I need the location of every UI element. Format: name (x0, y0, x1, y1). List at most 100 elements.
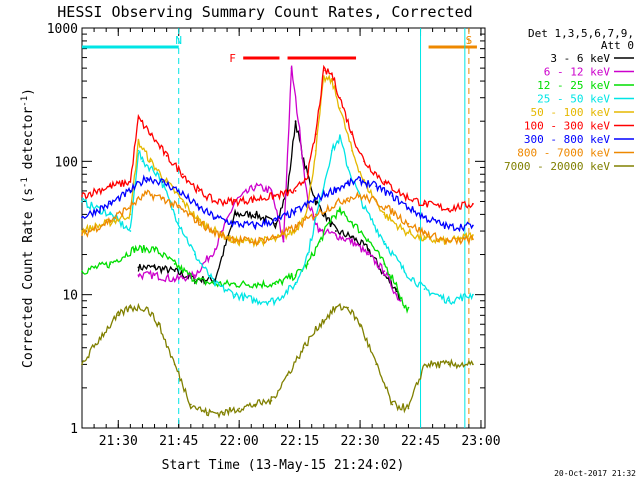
series-point (81, 363, 83, 366)
series-point (383, 270, 386, 273)
flag-label-s: S (466, 34, 473, 47)
series-point (472, 238, 474, 241)
mode-flags: N S F (82, 28, 477, 428)
series-point (322, 77, 325, 80)
series-point (363, 160, 365, 163)
y-tick-label: 1 (70, 422, 78, 437)
series-line (137, 65, 401, 302)
series-point (274, 238, 277, 241)
series-point (197, 206, 200, 209)
series-point (318, 230, 321, 232)
series-point (254, 198, 257, 201)
y-tick-label: 10 (62, 289, 78, 304)
series-point (222, 411, 224, 414)
series-point (238, 407, 241, 410)
series-point (129, 205, 132, 208)
series-point (472, 202, 474, 205)
series-point (286, 374, 289, 376)
series-point (161, 181, 164, 183)
series-point (472, 234, 474, 236)
series-point (81, 200, 83, 203)
series-point (318, 323, 321, 326)
x-tick-label: 22:30 (340, 434, 379, 449)
series-point (423, 216, 426, 219)
footer-date: 20-Oct-2017 21:32 (554, 469, 636, 478)
series-point (375, 200, 378, 203)
series-point (367, 248, 370, 250)
series-point (234, 222, 237, 225)
series-point (274, 236, 277, 239)
series-point (165, 154, 168, 157)
plot-frame (81, 27, 486, 429)
series-point (214, 248, 216, 250)
series-point (193, 274, 196, 277)
x-tick-label: 22:00 (220, 434, 259, 449)
series-point (314, 133, 317, 136)
series-lines (81, 64, 474, 419)
series-point (254, 224, 257, 227)
series-point (214, 278, 216, 281)
series-point (290, 67, 293, 70)
series-line (81, 302, 474, 419)
y-tick-label: 100 (55, 155, 78, 170)
series-point (334, 306, 337, 309)
x-tick-label: 22:15 (280, 434, 319, 449)
series-point (173, 270, 176, 273)
series-point (294, 226, 297, 229)
chart-title: HESSI Observing Summary Count Rates, Cor… (57, 3, 472, 21)
series-point (395, 283, 398, 286)
series-point (109, 185, 112, 188)
legend-header: Att 0 (601, 39, 634, 52)
series-point (234, 213, 237, 216)
series-point (254, 185, 257, 188)
series-point (274, 219, 277, 222)
series-point (330, 216, 333, 219)
series-point (181, 200, 184, 203)
series-point (383, 240, 386, 243)
series-point (407, 206, 410, 209)
series-point (318, 200, 321, 203)
series-point (391, 210, 394, 213)
series-point (109, 219, 112, 222)
series-line (137, 121, 401, 302)
series-point (423, 288, 426, 291)
series-point (173, 278, 176, 281)
series-point (157, 323, 160, 326)
series-point (189, 403, 192, 406)
series-point (403, 195, 406, 197)
series-point (383, 181, 386, 183)
series-point (447, 240, 450, 243)
series-point (375, 363, 378, 366)
series-point (407, 407, 410, 410)
series-point (294, 210, 297, 213)
series-point (270, 190, 273, 192)
series-point (423, 232, 426, 234)
series-point (339, 96, 341, 99)
legend-entry: 100 - 300 keV (524, 120, 610, 133)
series-point (472, 363, 474, 366)
series-point (351, 133, 353, 136)
x-axis-label: Start Time (13-May-15 21:24:02) (162, 458, 405, 473)
series-point (351, 221, 353, 224)
series-point (351, 236, 353, 239)
series-point (383, 213, 386, 216)
series-point (403, 230, 406, 232)
series-point (274, 222, 277, 225)
legend-header: Det 1,3,5,6,7,9, (528, 27, 634, 40)
series-point (214, 283, 216, 286)
series-point (129, 213, 132, 216)
legend-entry: 3 - 6 keV (550, 52, 610, 65)
legend-entry: 800 - 7000 keV (517, 147, 610, 160)
series-point (334, 202, 337, 205)
series-line (81, 205, 410, 314)
series-point (137, 266, 140, 269)
series-point (423, 363, 426, 366)
series-point (274, 299, 277, 302)
series-point (206, 411, 208, 414)
series-point (81, 270, 83, 273)
series-point (375, 185, 378, 188)
series-point (117, 314, 120, 317)
series-point (214, 200, 216, 203)
series-point (306, 173, 309, 176)
